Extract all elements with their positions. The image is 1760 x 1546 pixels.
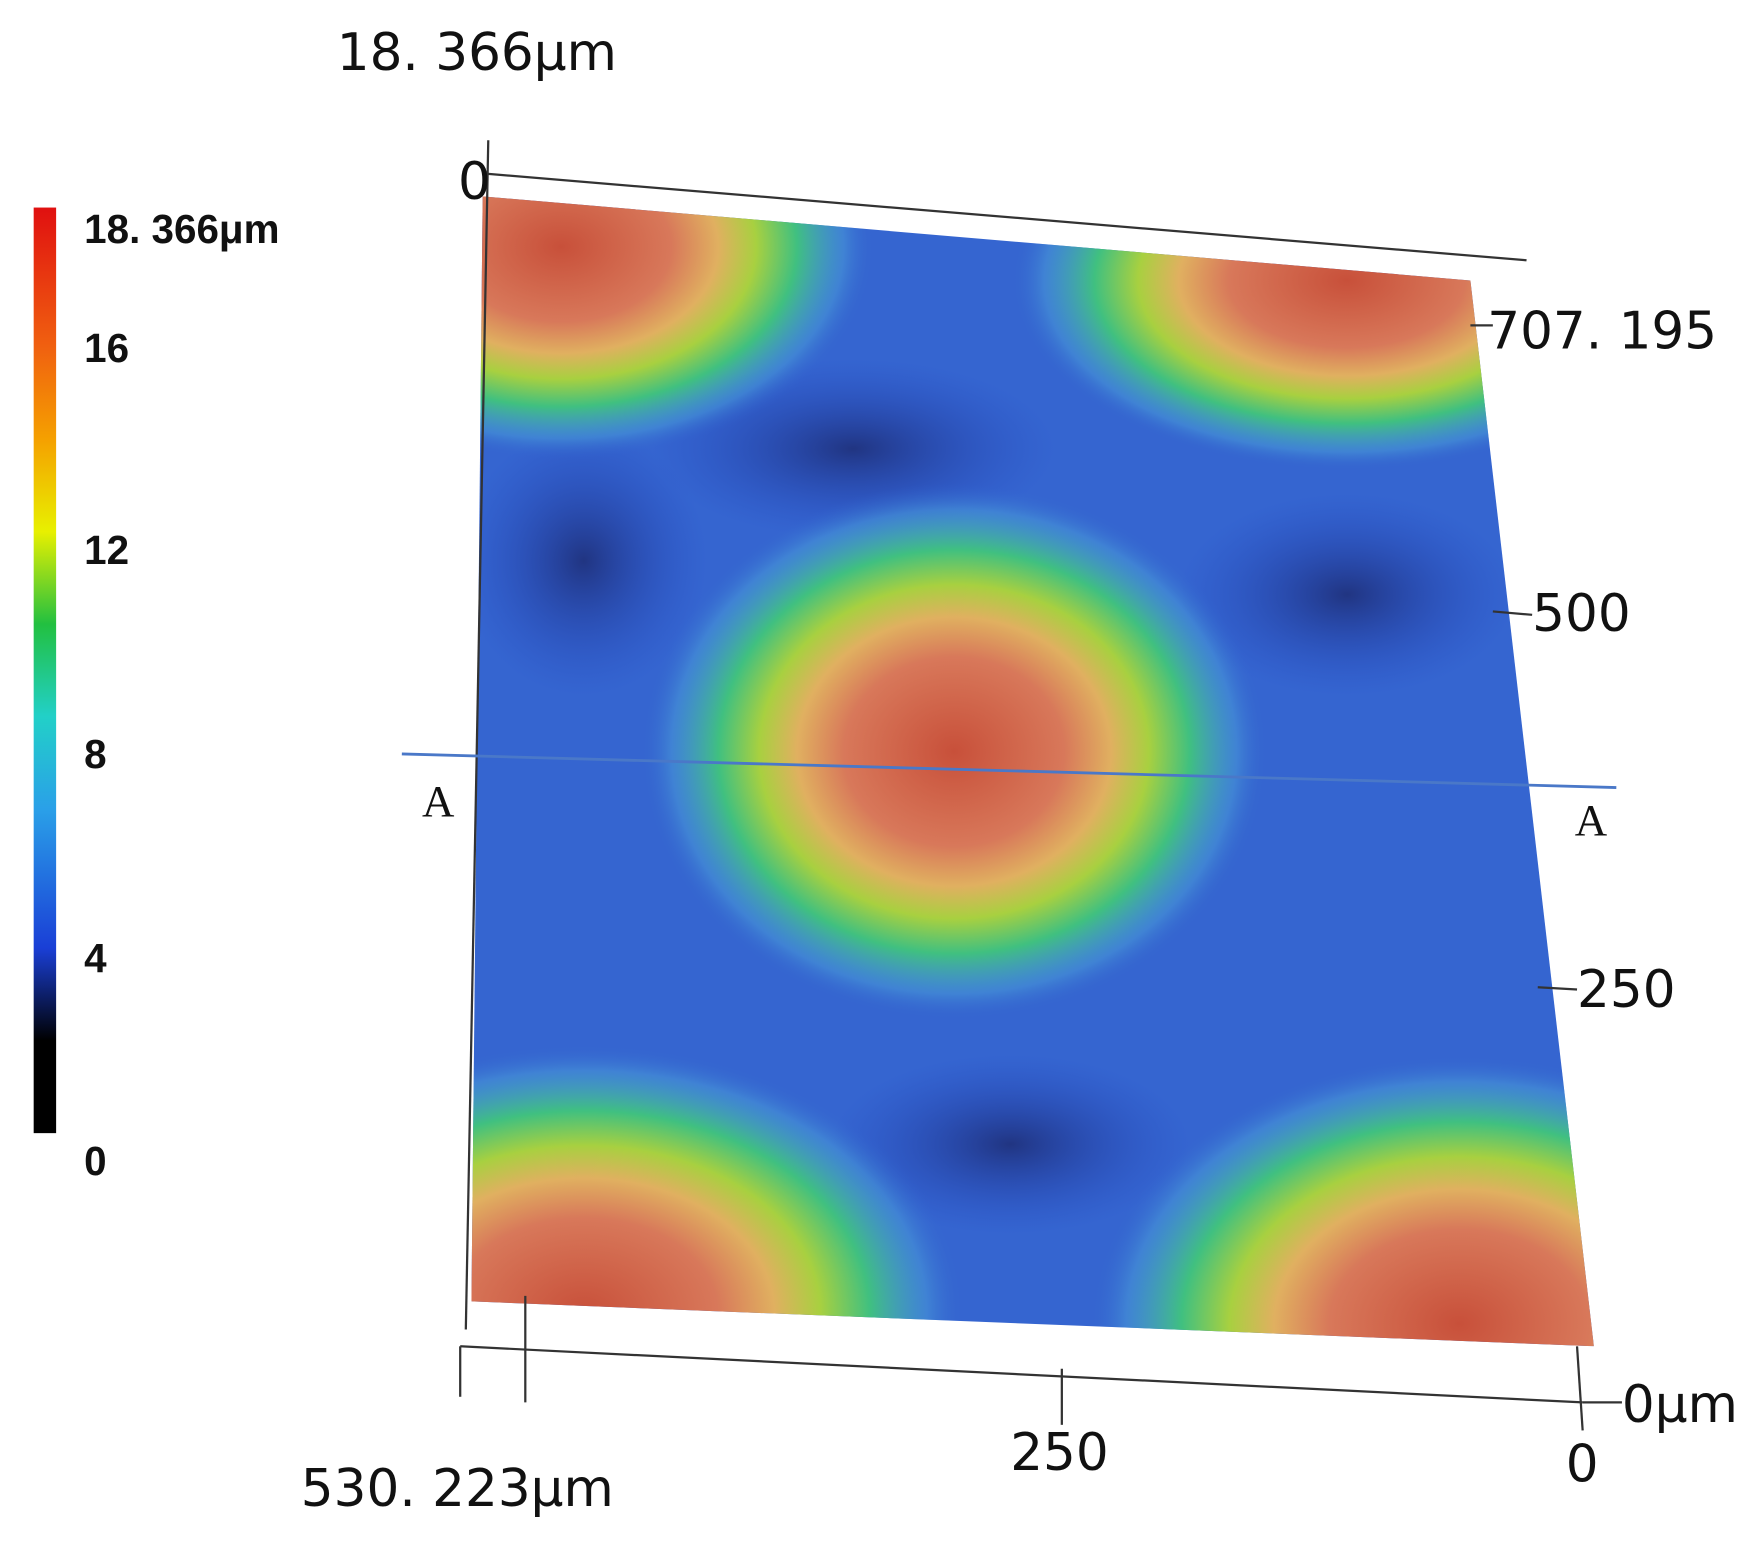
colorbar-label: 4: [84, 935, 107, 981]
colorbar: 18. 366μm 16 12 8 4 0: [33, 206, 280, 1184]
colorbar-label: 18. 366μm: [84, 206, 279, 252]
colorbar-label: 16: [84, 325, 129, 371]
section-label: A: [422, 776, 455, 826]
axis-line: [460, 1345, 1583, 1404]
colorbar-label: 12: [84, 527, 129, 573]
tick: [1537, 986, 1578, 991]
axes: [401, 140, 1622, 1431]
y-tick-label: 500: [1532, 584, 1631, 644]
x-tick-label: 250: [1010, 1423, 1109, 1483]
colorbar-label: 8: [84, 731, 106, 777]
y-tick-label: 0μm: [1622, 1375, 1738, 1435]
y-tick-label: 707. 195: [1487, 301, 1717, 361]
axis-line: [488, 172, 1527, 262]
colorbar-label: 0: [84, 1138, 106, 1184]
section-line: [401, 752, 1617, 789]
height-label: 18. 366μm: [337, 23, 617, 83]
colorbar-scale: [33, 207, 57, 1134]
section-label: A: [1575, 795, 1608, 845]
x-tick-label: 0: [1566, 1434, 1599, 1494]
tick: [1575, 1346, 1584, 1431]
tick: [1492, 610, 1533, 616]
axis-line: [464, 140, 490, 1330]
x-tick-label: 530. 223μm: [301, 1459, 614, 1519]
origin-label: 0: [458, 152, 491, 212]
y-tick-label: 250: [1577, 960, 1676, 1020]
